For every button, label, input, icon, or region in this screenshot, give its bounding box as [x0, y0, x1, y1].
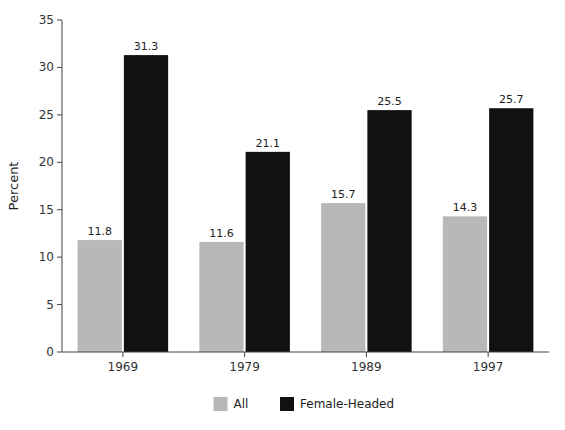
y-axis: 0 5 10 15 20 25 30 35 — [39, 13, 62, 359]
y-tick — [57, 20, 62, 21]
legend-label: All — [234, 397, 249, 411]
x-tick-label: 1969 — [108, 360, 139, 374]
x-tick-label: 1989 — [351, 360, 382, 374]
chart-container: 0 5 10 15 20 25 30 35 Percent 11.8 11.6 15.7 14.3 31.… — [0, 0, 565, 430]
y-axis-label: Percent — [6, 162, 21, 211]
y-tick-label: 20 — [39, 155, 54, 169]
bar — [321, 203, 365, 352]
y-tick-label: 15 — [39, 203, 54, 217]
bar — [199, 242, 243, 352]
y-tick — [57, 114, 62, 115]
bar — [246, 152, 290, 352]
bar — [78, 240, 122, 352]
legend-swatch — [280, 397, 294, 411]
y-axis-line — [62, 20, 63, 352]
chart-svg: 0 5 10 15 20 25 30 35 Percent 11.8 11.6 15.7 14.3 31.… — [0, 0, 565, 430]
bar — [443, 216, 487, 352]
y-tick — [57, 67, 62, 68]
x-tick — [122, 352, 123, 357]
x-tick — [488, 352, 489, 357]
data-label: 11.8 — [87, 225, 112, 238]
data-label: 31.3 — [134, 40, 159, 53]
y-tick-label: 0 — [46, 345, 54, 359]
y-tick — [57, 352, 62, 353]
y-tick — [57, 162, 62, 163]
data-label: 25.5 — [377, 95, 402, 108]
legend-label: Female-Headed — [300, 397, 394, 411]
y-tick-label: 5 — [46, 298, 54, 312]
x-tick — [366, 352, 367, 357]
bar — [489, 108, 533, 352]
data-label: 15.7 — [331, 188, 356, 201]
y-tick-label: 25 — [39, 108, 54, 122]
bar — [367, 110, 411, 352]
y-tick — [57, 304, 62, 305]
y-tick — [57, 209, 62, 210]
bar — [124, 55, 168, 352]
x-tick-label: 1997 — [473, 360, 504, 374]
data-label: 11.6 — [209, 227, 234, 240]
legend: All Female-Headed — [214, 397, 395, 411]
bars — [78, 55, 534, 352]
y-tick — [57, 257, 62, 258]
x-axis-line — [62, 352, 549, 353]
x-tick-label: 1979 — [229, 360, 260, 374]
x-axis: 1969 1979 1989 1997 — [108, 352, 504, 374]
data-label: 25.7 — [499, 93, 524, 106]
data-labels: 11.8 11.6 15.7 14.3 31.3 21.1 25.5 25.7 — [87, 40, 523, 240]
data-label: 14.3 — [453, 201, 478, 214]
y-tick-label: 30 — [39, 60, 54, 74]
y-tick-label: 10 — [39, 250, 54, 264]
y-tick-label: 35 — [39, 13, 54, 27]
data-label: 21.1 — [256, 137, 281, 150]
legend-swatch — [214, 397, 228, 411]
x-tick — [244, 352, 245, 357]
